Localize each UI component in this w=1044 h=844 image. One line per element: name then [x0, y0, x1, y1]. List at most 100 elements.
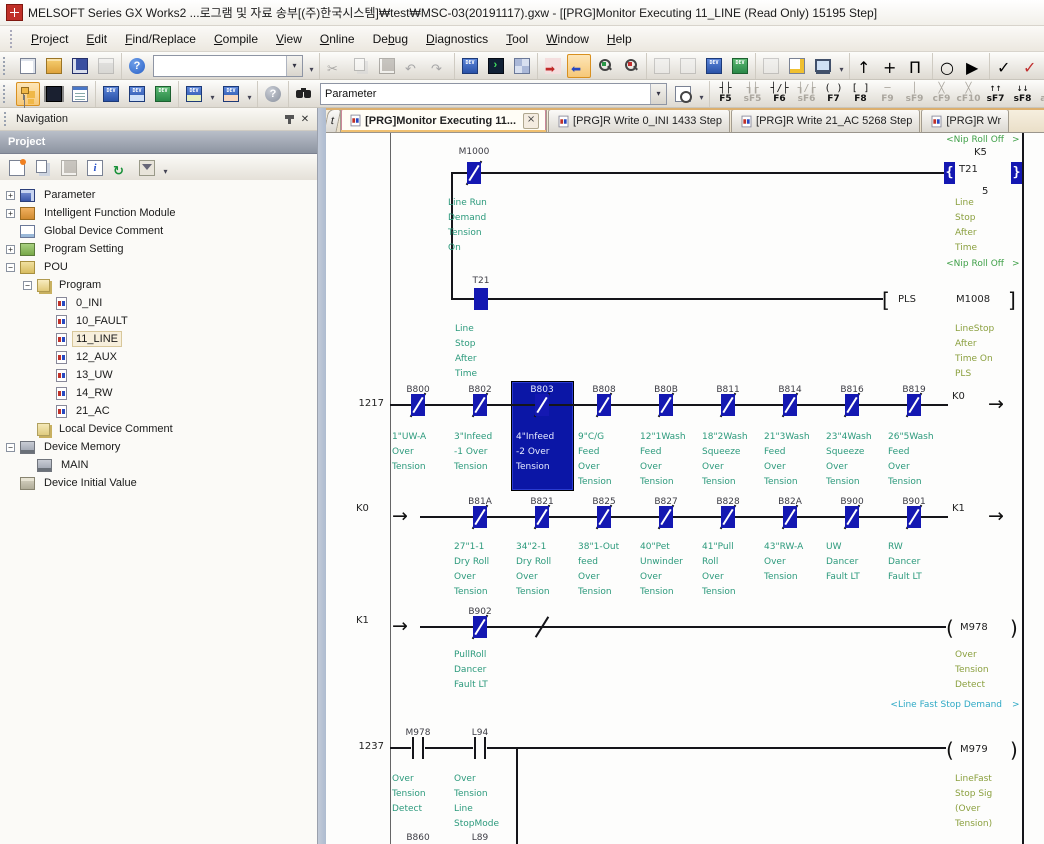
pc-monitor-button[interactable]	[811, 54, 835, 78]
chev-3-chevron-icon[interactable]: ▾	[210, 92, 215, 102]
menu-online[interactable]: Online	[319, 31, 355, 46]
menu-debug[interactable]: Debug	[372, 31, 409, 46]
ladder-symbol-F8-button[interactable]: [ ] F8	[848, 82, 873, 106]
data-information-button[interactable]	[83, 156, 107, 180]
menu-help[interactable]: Help	[606, 31, 632, 46]
ladder-symbol-F7-button[interactable]: ( ) F7	[821, 82, 846, 106]
tree-item-13-uw[interactable]: 13_UW	[0, 366, 317, 384]
tree-item-11-line[interactable]: 11_LINE	[0, 330, 317, 348]
keyword-combo[interactable]: Parameter ▾	[320, 82, 667, 105]
contact-B814[interactable]	[781, 392, 799, 418]
monitor-mode-button[interactable]	[853, 54, 877, 78]
watch-2-button[interactable]	[1019, 54, 1043, 78]
write-to-plc-button[interactable]	[541, 54, 565, 78]
pin-icon[interactable]	[281, 111, 297, 127]
monitor-find-button[interactable]	[936, 54, 960, 78]
tree-item-21-ac[interactable]: 21_AC	[0, 402, 317, 420]
contact-B808[interactable]	[595, 392, 613, 418]
tab--prg-r-write-21-ac-5268-step[interactable]: [PRG]R Write 21_AC 5268 Step	[731, 110, 921, 132]
new-project-button[interactable]	[16, 54, 40, 78]
tree-item-parameter[interactable]: + Parameter	[0, 186, 317, 204]
contact-B821[interactable]	[533, 504, 551, 530]
keyword-combo-dropdown-icon[interactable]: ▾	[650, 83, 666, 104]
tree-item-12-aux[interactable]: 12_AUX	[0, 348, 317, 366]
contact-B816[interactable]	[843, 392, 861, 418]
contact-B819[interactable]	[905, 392, 923, 418]
contact-B82A[interactable]	[781, 504, 799, 530]
tree-expand-icon[interactable]: +	[6, 244, 15, 254]
sampling-trace-button[interactable]	[484, 54, 508, 78]
help-2-button[interactable]	[261, 82, 285, 106]
contact-B811[interactable]	[719, 392, 737, 418]
chev-6-chevron-icon[interactable]: ▾	[163, 166, 168, 176]
device-comment-button[interactable]	[99, 82, 123, 106]
monitor-pulse-button[interactable]	[905, 54, 929, 78]
project-view-toggle-button[interactable]	[16, 81, 40, 106]
chev-4-chevron-icon[interactable]: ▾	[247, 92, 252, 102]
menu-edit[interactable]: Edit	[86, 31, 108, 46]
tree-item-local-device-comment[interactable]: Local Device Comment	[0, 420, 317, 438]
menu-project[interactable]: Project	[31, 31, 69, 46]
tab--prg-monitor-executing-11-[interactable]: [PRG]Monitor Executing 11... ×	[340, 110, 548, 132]
program-list-button[interactable]	[68, 82, 92, 106]
monitor-write-mode-button[interactable]	[879, 54, 903, 78]
monitor-execute-button[interactable]	[962, 54, 986, 78]
menu-find-replace[interactable]: Find/Replace	[125, 31, 196, 46]
contact-B901[interactable]	[905, 504, 923, 530]
contact-B803[interactable]	[533, 392, 551, 418]
contact-B802[interactable]	[471, 392, 489, 418]
tree-expand-icon[interactable]: +	[6, 190, 15, 200]
tree-item-main[interactable]: MAIN	[0, 456, 317, 474]
device-comment-find-button[interactable]	[458, 54, 482, 78]
tree-expand-icon[interactable]: +	[6, 208, 15, 218]
contact-B902[interactable]	[471, 614, 489, 640]
contact-M978[interactable]	[411, 737, 425, 759]
save-project-button[interactable]	[68, 54, 92, 78]
cross-reference-button[interactable]	[292, 82, 316, 106]
ladder-symbol-sF8-button[interactable]: ↓↓ sF8	[1010, 82, 1035, 106]
entry-ladder-monitor-button[interactable]	[510, 54, 534, 78]
menu-view[interactable]: View	[276, 31, 302, 46]
contact-B81A[interactable]	[471, 504, 489, 530]
watch-1-button[interactable]	[993, 54, 1017, 78]
device-display-2-button[interactable]	[728, 54, 752, 78]
module-configuration-button[interactable]	[42, 82, 66, 106]
tree-item-program-setting[interactable]: + Program Setting	[0, 240, 317, 258]
contact-L94[interactable]	[473, 737, 487, 759]
refresh-view-button[interactable]	[109, 156, 133, 180]
contact-T21[interactable]	[474, 288, 488, 310]
contact-B825[interactable]	[595, 504, 613, 530]
tree-expand-icon[interactable]: −	[23, 280, 32, 290]
tree-item-device-initial-value[interactable]: Device Initial Value	[0, 474, 317, 492]
device-reference-button[interactable]	[219, 82, 243, 106]
new-data-button[interactable]	[5, 156, 29, 180]
tree-item-program[interactable]: − Program	[0, 276, 317, 294]
menu-diagnostics[interactable]: Diagnostics	[426, 31, 489, 46]
read-from-plc-button[interactable]	[567, 53, 591, 78]
setting-2-button[interactable]	[785, 54, 809, 78]
close-icon[interactable]: ✕	[300, 113, 310, 125]
window-combo[interactable]: ▾	[153, 54, 303, 77]
find-in-page-button[interactable]	[671, 82, 695, 106]
ladder-symbol-F5-button[interactable]: ┤├ F5	[713, 82, 738, 106]
help-button[interactable]	[125, 54, 149, 78]
chev-5-chevron-icon[interactable]: ▾	[699, 92, 704, 102]
device-display-button[interactable]	[182, 82, 206, 106]
ladder-symbol-F6-button[interactable]: ┤/├ F6	[767, 82, 792, 106]
tree-item-pou[interactable]: − POU	[0, 258, 317, 276]
ladder-canvas[interactable]: <Nip Roll Off > M1000 Line Run Demand Tension…	[326, 133, 1044, 844]
tree-expand-icon[interactable]: −	[6, 442, 15, 452]
menu-compile[interactable]: Compile	[213, 31, 259, 46]
panel-splitter[interactable]	[318, 108, 326, 844]
open-project-button[interactable]	[42, 54, 66, 78]
device-memory-table-button[interactable]	[125, 82, 149, 106]
ladder-symbol-sF7-button[interactable]: ↑↑ sF7	[983, 82, 1008, 106]
tree-item-0-ini[interactable]: 0_INI	[0, 294, 317, 312]
copy-data-button[interactable]	[31, 156, 55, 180]
menu-window[interactable]: Window	[546, 31, 589, 46]
contact-B827[interactable]	[657, 504, 675, 530]
device-display-1-button[interactable]	[702, 54, 726, 78]
remote-operation-button[interactable]	[619, 54, 643, 78]
tab-close-icon[interactable]: ×	[523, 112, 540, 129]
tree-item-10-fault[interactable]: 10_FAULT	[0, 312, 317, 330]
